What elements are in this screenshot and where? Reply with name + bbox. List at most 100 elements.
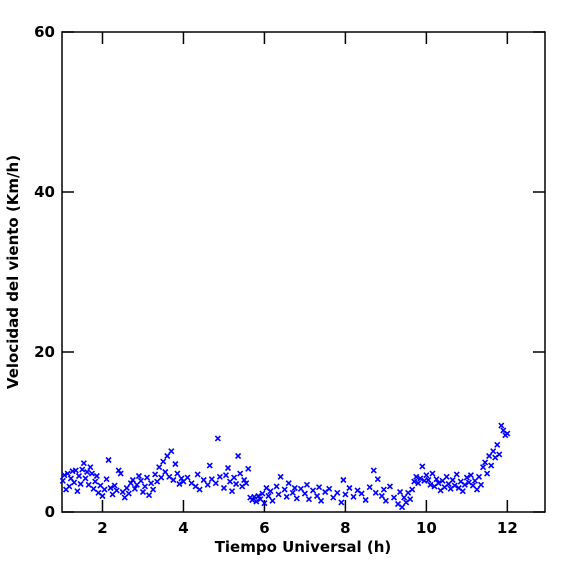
point — [66, 483, 73, 490]
point — [338, 499, 345, 506]
point — [372, 489, 379, 496]
x-tick-label: 12 — [497, 519, 518, 537]
point — [459, 488, 466, 495]
point — [281, 486, 288, 493]
point — [92, 478, 99, 485]
point — [85, 481, 92, 488]
point — [467, 472, 474, 479]
point — [488, 462, 495, 469]
point — [139, 488, 147, 496]
point — [259, 490, 266, 497]
x-tick-label: 4 — [178, 519, 188, 537]
point — [407, 496, 414, 503]
point — [346, 484, 353, 492]
point — [61, 472, 68, 479]
point — [137, 477, 145, 484]
point — [79, 466, 86, 473]
point — [178, 475, 185, 482]
point — [429, 470, 436, 477]
point — [265, 492, 272, 500]
point — [164, 452, 171, 460]
x-tick-label: 6 — [259, 519, 269, 537]
point — [340, 476, 347, 484]
point — [382, 497, 389, 504]
point — [358, 490, 365, 497]
point — [235, 452, 242, 460]
point — [433, 476, 440, 483]
point — [99, 492, 106, 500]
point — [285, 480, 292, 487]
point — [174, 470, 181, 477]
point — [170, 476, 177, 484]
point — [87, 464, 94, 471]
point — [249, 496, 256, 504]
point — [107, 484, 114, 492]
point — [204, 481, 211, 488]
point — [131, 485, 138, 492]
point — [206, 462, 213, 469]
point — [75, 472, 83, 480]
point — [255, 492, 262, 500]
point — [88, 470, 96, 477]
point — [374, 476, 381, 483]
point — [176, 480, 183, 488]
point — [463, 474, 470, 481]
point — [214, 435, 221, 442]
point — [222, 472, 230, 479]
point — [498, 422, 505, 429]
point — [233, 480, 240, 488]
point — [220, 484, 228, 492]
point — [427, 481, 434, 488]
point — [273, 483, 280, 490]
point — [490, 448, 497, 455]
point — [342, 491, 349, 498]
y-tick-label: 60 — [34, 23, 55, 41]
point — [386, 483, 394, 490]
point — [148, 480, 155, 487]
point — [484, 470, 491, 477]
point — [228, 488, 236, 495]
point — [77, 480, 84, 488]
point — [283, 493, 290, 500]
point — [101, 486, 108, 493]
point — [113, 487, 120, 494]
point — [245, 465, 252, 472]
x-axis-title: Tiempo Universal (h) — [215, 538, 392, 556]
point — [216, 473, 223, 480]
point — [334, 489, 341, 496]
point — [399, 504, 406, 511]
point — [411, 478, 418, 485]
point — [413, 473, 420, 480]
point — [425, 476, 432, 484]
point — [158, 474, 165, 481]
point — [486, 452, 493, 460]
point — [449, 476, 456, 484]
point — [419, 463, 426, 470]
y-tick-label: 20 — [34, 343, 55, 361]
point — [366, 484, 373, 491]
point — [129, 476, 136, 484]
x-tick-label: 10 — [416, 519, 437, 537]
point — [415, 480, 422, 487]
point — [115, 467, 122, 474]
point — [111, 482, 118, 489]
point — [212, 480, 219, 487]
point — [409, 486, 416, 493]
point — [435, 480, 442, 487]
point — [253, 498, 260, 505]
point — [378, 492, 385, 500]
point — [275, 491, 282, 498]
point — [289, 489, 296, 496]
point — [305, 496, 313, 503]
point — [330, 494, 337, 501]
point — [303, 481, 311, 488]
x-tick-label: 8 — [340, 519, 350, 537]
point — [141, 483, 149, 490]
point — [74, 488, 81, 495]
point — [316, 484, 323, 491]
point — [390, 494, 398, 501]
x-tick-label: 2 — [97, 519, 107, 537]
point — [93, 472, 100, 480]
point — [479, 464, 487, 471]
point — [301, 490, 308, 497]
